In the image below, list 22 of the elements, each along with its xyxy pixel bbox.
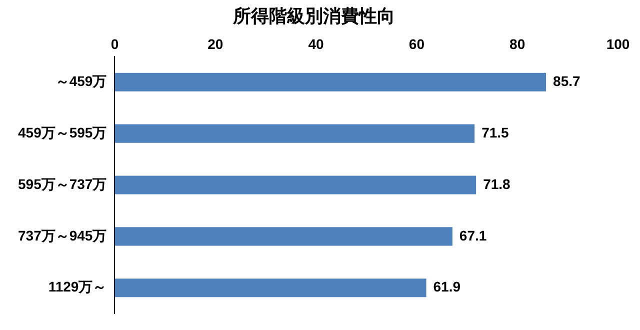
x-tick-label: 40 — [308, 36, 324, 52]
x-tick-label: 60 — [408, 36, 425, 52]
data-label: 61.9 — [433, 278, 461, 295]
x-tick-label: 80 — [510, 36, 526, 52]
data-label: 67.1 — [459, 227, 487, 244]
x-tick-label: 100 — [606, 36, 630, 52]
data-label: 85.7 — [553, 72, 580, 89]
data-label: 71.8 — [483, 176, 511, 192]
x-tick-label: 0 — [110, 36, 119, 52]
bar — [114, 176, 476, 194]
y-tick-label: ～459万 — [55, 72, 107, 89]
bar — [114, 72, 546, 92]
bar — [114, 124, 475, 143]
y-tick-label: 1129万～ — [48, 278, 107, 295]
data-label: 71.5 — [482, 124, 510, 140]
y-tick-label: 737万～945万 — [18, 227, 107, 244]
bar — [114, 278, 426, 298]
bar — [114, 227, 452, 246]
x-tick-label: 20 — [208, 36, 224, 52]
chart-title: 所得階級別消費性向 — [232, 6, 395, 26]
y-tick-label: 595万～737万 — [18, 176, 107, 192]
y-tick-label: 459万～595万 — [18, 124, 107, 140]
